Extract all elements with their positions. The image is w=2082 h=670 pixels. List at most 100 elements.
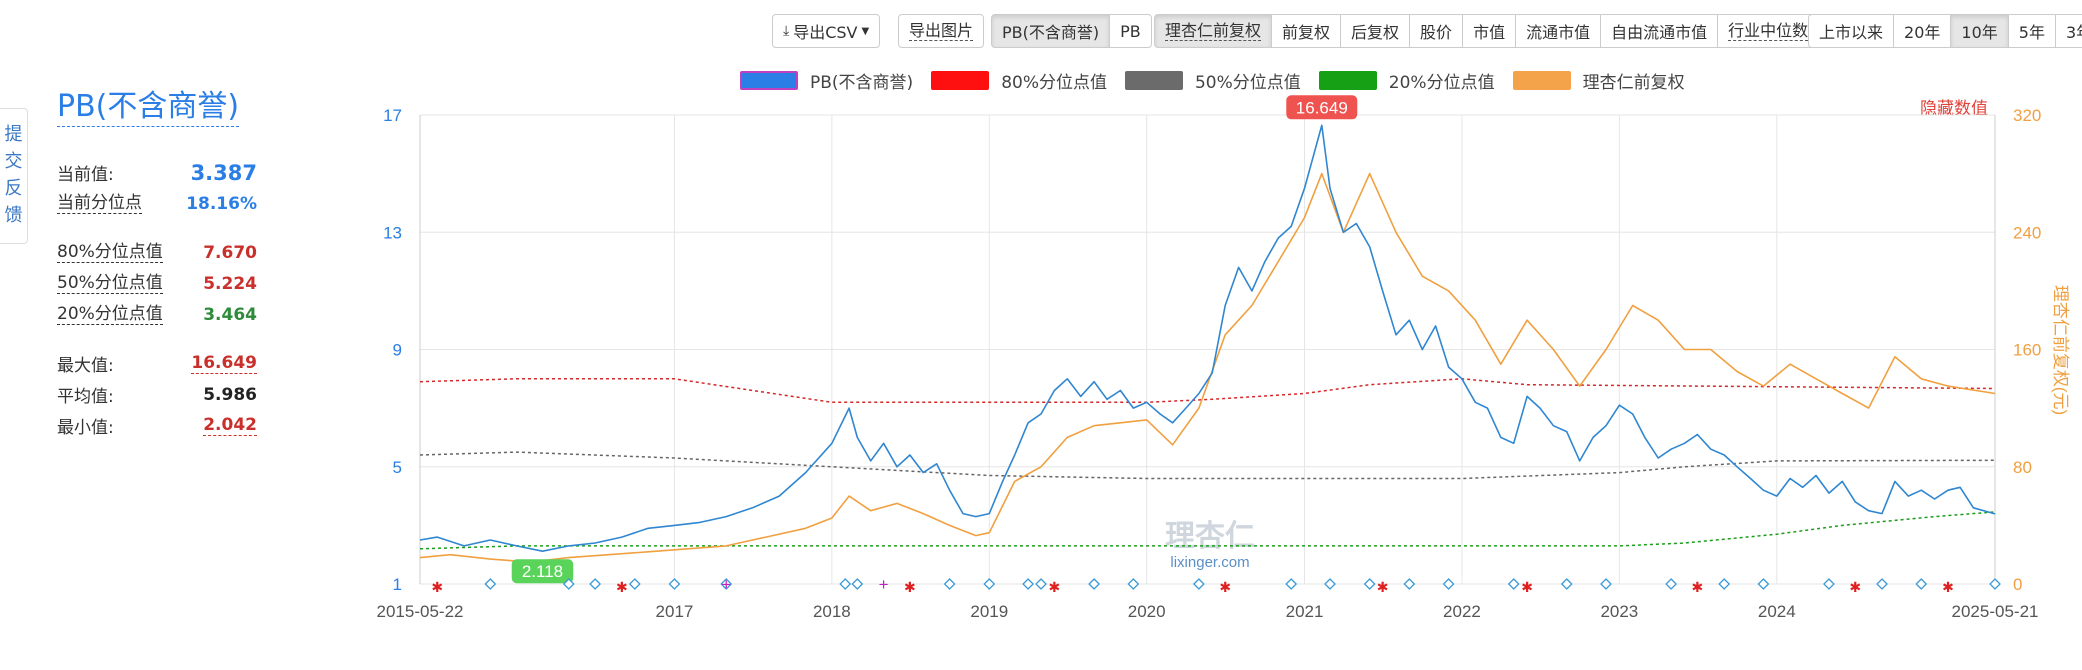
event-diamond-marker xyxy=(1035,578,1047,590)
y-left-tick-label: 13 xyxy=(383,223,402,242)
y-right-tick-label: 0 xyxy=(2013,575,2022,594)
annotation-bubble xyxy=(1286,95,1358,120)
metric-title[interactable]: PB(不含商誉) xyxy=(57,88,240,127)
event-star-marker: ✱ xyxy=(616,579,628,595)
p20-value: 3.464 xyxy=(203,304,257,325)
tab-pb[interactable]: PB xyxy=(1109,14,1152,48)
legend-label: 80%分位点值 xyxy=(1001,73,1107,93)
current-percentile-value: 18.16% xyxy=(186,193,257,214)
legend-item-price[interactable]: 理杏仁前复权 xyxy=(1512,68,1685,93)
p80-value: 7.670 xyxy=(203,242,257,263)
event-diamond-marker xyxy=(1823,578,1835,590)
event-diamond-marker xyxy=(1600,578,1612,590)
feedback-char: 馈 xyxy=(4,205,23,226)
export-image-group: 导出图片 xyxy=(898,14,985,50)
x-tick-label: 2018 xyxy=(813,602,851,621)
export-image-button[interactable]: 导出图片 xyxy=(898,14,985,48)
p50-series-line xyxy=(419,451,1996,480)
legend-item-pb[interactable]: PB(不含商誉) xyxy=(740,68,913,93)
x-tick-label: 2022 xyxy=(1443,602,1481,621)
event-diamond-marker xyxy=(1560,578,1573,590)
event-star-marker: ✱ xyxy=(1849,579,1861,595)
legend-swatch xyxy=(1124,71,1183,90)
feedback-char: 交 xyxy=(4,151,23,172)
current-value-label: 当前值: xyxy=(57,165,114,185)
tab-since-listing[interactable]: 上市以来 xyxy=(1808,14,1895,48)
min-value[interactable]: 2.042 xyxy=(203,415,257,436)
tab-free-float-market-cap[interactable]: 自由流通市值 xyxy=(1600,14,1719,48)
legend-item-p50[interactable]: 50%分位点值 xyxy=(1124,68,1301,93)
event-diamond-marker xyxy=(943,578,956,590)
p20-label[interactable]: 20%分位点值 xyxy=(57,304,163,325)
tab-backward-adjusted[interactable]: 后复权 xyxy=(1340,14,1411,48)
min-label: 最小值: xyxy=(57,418,114,438)
event-diamond-marker xyxy=(1876,578,1888,590)
legend-swatch xyxy=(931,71,990,90)
event-star-marker: ✱ xyxy=(1219,579,1231,595)
metric-tab-group: PB(不含商誉) PB xyxy=(991,14,1152,50)
export-image-label: 导出图片 xyxy=(909,20,974,41)
tab-stock-price[interactable]: 股价 xyxy=(1409,14,1464,48)
legend-swatch xyxy=(1512,71,1571,90)
avg-label: 平均值: xyxy=(57,387,114,407)
hide-values-link[interactable]: 隐藏数值 xyxy=(1920,99,1988,119)
annotation-label: 2.118 xyxy=(522,562,563,581)
event-star-marker: ✱ xyxy=(1692,579,1704,595)
tab-market-cap[interactable]: 市值 xyxy=(1462,14,1517,48)
event-star-marker: ✱ xyxy=(1942,579,1954,595)
tab-pb-ex-goodwill[interactable]: PB(不含商誉) xyxy=(991,14,1111,48)
max-value[interactable]: 16.649 xyxy=(191,353,257,374)
feedback-char: 反 xyxy=(4,178,23,199)
event-diamond-marker xyxy=(589,578,602,590)
legend-item-p80[interactable]: 80%分位点值 xyxy=(931,68,1107,93)
y-left-tick-label: 17 xyxy=(383,106,402,125)
p80-label[interactable]: 80%分位点值 xyxy=(57,242,163,263)
y-right-tick-label: 80 xyxy=(2013,458,2032,477)
current-value: 3.387 xyxy=(190,160,257,185)
price-tab-group: 理杏仁前复权 前复权 后复权 股价 市值 流通市值 自由流通市值 行业中位数 xyxy=(1154,14,1820,50)
event-diamond-marker xyxy=(1363,578,1376,590)
caret-down-icon: ▼ xyxy=(861,25,870,37)
tab-label: 行业中位数 xyxy=(1728,20,1809,41)
tab-3y[interactable]: 3年 xyxy=(2054,14,2082,48)
event-plus-marker: + xyxy=(879,575,889,594)
x-tick-label: 2024 xyxy=(1758,602,1796,621)
tab-10y[interactable]: 10年 xyxy=(1950,14,2009,48)
event-diamond-marker xyxy=(1989,578,2001,590)
legend-swatch xyxy=(1318,71,1377,90)
feedback-tab[interactable]: 提 交 反 馈 xyxy=(0,108,28,244)
annotation-bubble xyxy=(511,559,574,584)
event-diamond-marker xyxy=(628,578,641,590)
legend-item-p20[interactable]: 20%分位点值 xyxy=(1318,68,1495,93)
tab-lixinger-adjusted[interactable]: 理杏仁前复权 xyxy=(1154,14,1273,48)
tab-20y[interactable]: 20年 xyxy=(1893,14,1952,48)
event-diamond-marker xyxy=(983,578,996,590)
y-left-tick-label: 9 xyxy=(393,341,402,360)
current-percentile-label[interactable]: 当前分位点 xyxy=(57,193,142,214)
tab-forward-adjusted[interactable]: 前复权 xyxy=(1271,14,1342,48)
export-csv-label: 导出CSV xyxy=(793,23,858,42)
p80-series-line xyxy=(419,378,1996,404)
y-right-tick-label: 240 xyxy=(2013,223,2041,242)
tab-5y[interactable]: 5年 xyxy=(2007,14,2056,48)
max-label: 最大值: xyxy=(57,356,114,376)
p50-label[interactable]: 50%分位点值 xyxy=(57,273,163,294)
tab-industry-median[interactable]: 行业中位数 xyxy=(1717,14,1820,48)
x-tick-label: 2015-05-22 xyxy=(377,602,464,621)
export-csv-button[interactable]: ⤓ 导出CSV ▼ xyxy=(772,14,881,48)
y-left-tick-label: 5 xyxy=(393,458,402,477)
x-tick-label: 2021 xyxy=(1286,602,1324,621)
export-toolbar: ⤓ 导出CSV ▼ xyxy=(772,14,881,50)
event-diamond-marker xyxy=(484,578,497,590)
event-star-marker: ✱ xyxy=(431,579,443,595)
event-diamond-marker xyxy=(1285,578,1298,590)
event-diamond-marker xyxy=(562,578,575,590)
watermark-en: lixinger.com xyxy=(1170,554,1249,571)
event-diamond-marker xyxy=(1088,578,1100,590)
event-diamond-marker xyxy=(1665,578,1678,590)
event-diamond-marker xyxy=(839,578,852,590)
range-tab-group: 上市以来 20年 10年 5年 3年 xyxy=(1808,14,2082,50)
price-series-line xyxy=(419,172,1996,563)
tab-float-market-cap[interactable]: 流通市值 xyxy=(1515,14,1602,48)
pb-series-line xyxy=(419,124,1996,552)
